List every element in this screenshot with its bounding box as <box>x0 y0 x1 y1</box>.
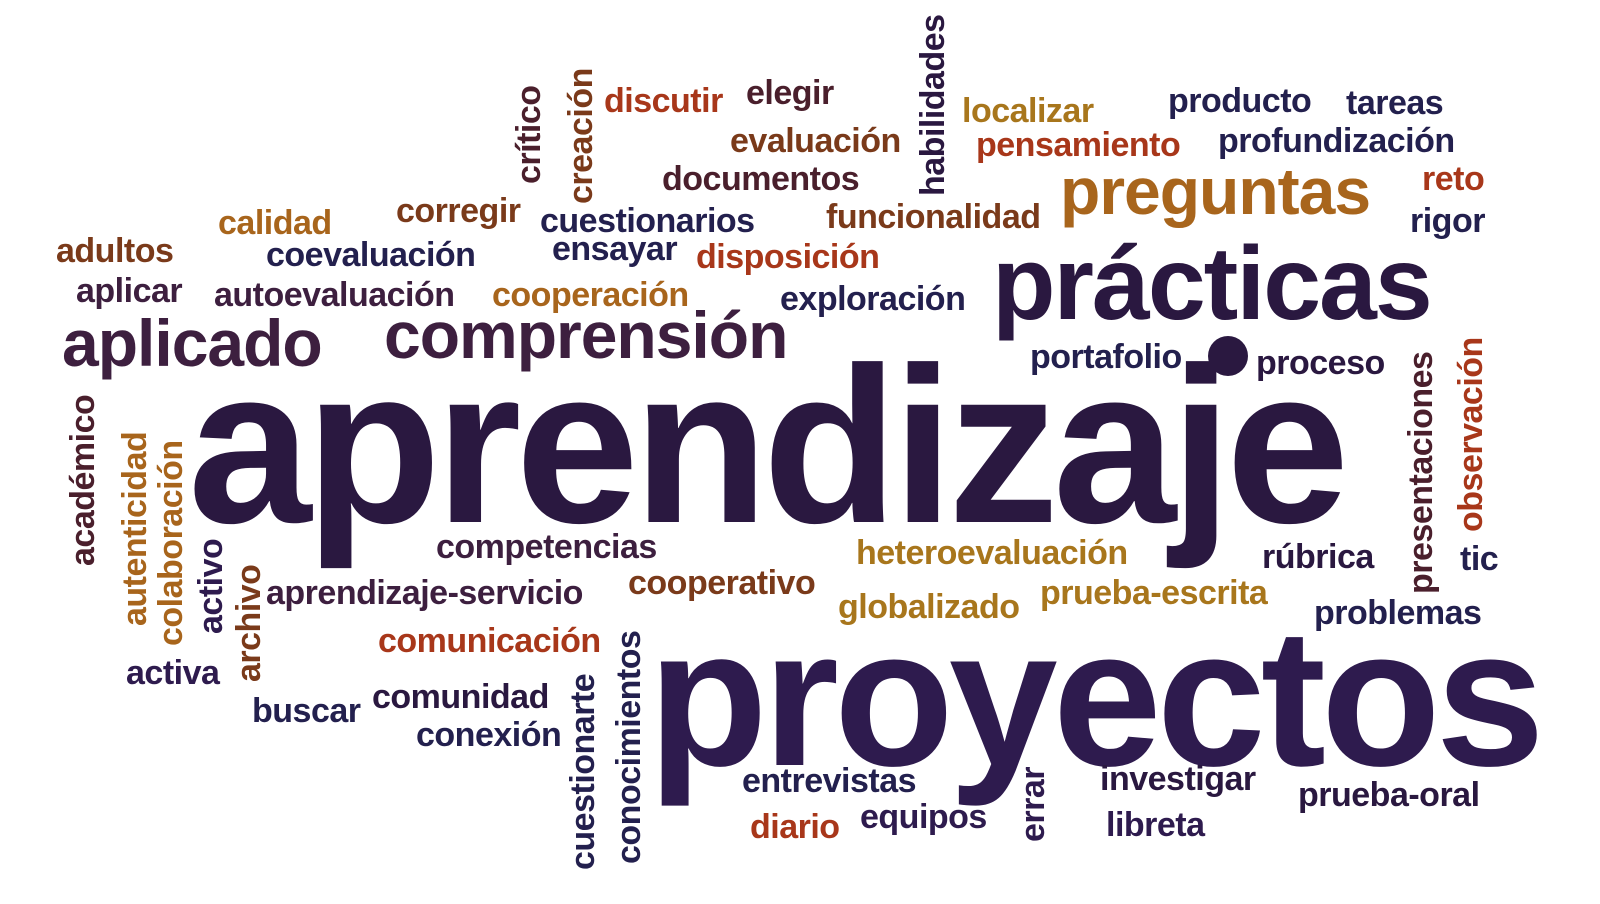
word-preguntas: preguntas <box>1060 154 1371 228</box>
word-competencias: competencias <box>436 528 657 566</box>
word-autoevaluacion: autoevaluación <box>214 276 455 314</box>
word-conexion: conexión <box>416 716 562 754</box>
word-observacion: observación <box>1452 337 1490 532</box>
word-aprendizaje-servicio: aprendizaje-servicio <box>266 574 583 612</box>
word-exploracion: exploración <box>780 280 966 318</box>
word-profundizacion: profundización <box>1218 122 1455 160</box>
word-entrevistas: entrevistas <box>742 762 917 800</box>
word-colaboracion: colaboración <box>152 440 190 646</box>
word-autenticidad: autenticidad <box>116 431 154 626</box>
word-comunicacion: comunicación <box>378 622 601 660</box>
word-proceso: proceso <box>1256 344 1385 382</box>
word-heteroevaluacion: heteroevaluación <box>856 534 1128 572</box>
word-aprendizaje: aprendizaje <box>188 322 1349 570</box>
word-elegir: elegir <box>746 74 834 112</box>
word-tic: tic <box>1460 540 1499 578</box>
word-prueba-escrita: prueba-escrita <box>1040 574 1268 612</box>
word-diario: diario <box>750 808 840 846</box>
dot-mark <box>1208 336 1248 376</box>
word-cuestionarte: cuestionarte <box>564 673 602 870</box>
word-errar: errar <box>1014 766 1052 842</box>
word-problemas: problemas <box>1314 594 1482 632</box>
word-creacion: creación <box>562 68 600 204</box>
word-archivo: archivo <box>230 564 268 682</box>
word-presentaciones: presentaciones <box>1402 351 1440 594</box>
word-conocimientos: conocimientos <box>610 630 648 864</box>
word-reto: reto <box>1422 160 1485 198</box>
word-proyectos: proyectos <box>648 588 1545 807</box>
word-activa: activa <box>126 654 220 692</box>
word-cooperativo: cooperativo <box>628 564 816 602</box>
word-critico: crítico <box>510 85 548 184</box>
word-funcionalidad: funcionalidad <box>826 198 1041 236</box>
word-pensamiento: pensamiento <box>976 126 1181 164</box>
word-discutir: discutir <box>604 82 723 120</box>
word-comunidad: comunidad <box>372 678 549 716</box>
word-corregir: corregir <box>396 192 521 230</box>
word-calidad: calidad <box>218 204 332 242</box>
word-coevaluacion: coevaluación <box>266 236 476 274</box>
word-rubrica: rúbrica <box>1262 538 1374 576</box>
word-portafolio: portafolio <box>1030 338 1182 376</box>
word-ensayar: ensayar <box>552 230 678 268</box>
word-localizar: localizar <box>962 92 1094 130</box>
word-equipos: equipos <box>860 798 987 836</box>
word-buscar: buscar <box>252 692 361 730</box>
word-disposicion: disposición <box>696 238 880 276</box>
word-aplicado: aplicado <box>62 306 323 380</box>
word-cuestionarios: cuestionarios <box>540 202 755 240</box>
word-libreta: libreta <box>1106 806 1205 844</box>
word-practicas: prácticas <box>992 226 1433 342</box>
word-academico: académico <box>64 394 102 566</box>
word-habilidades: habilidades <box>914 14 952 196</box>
word-tareas: tareas <box>1346 84 1444 122</box>
word-producto: producto <box>1168 82 1312 120</box>
word-comprension: comprensión <box>384 298 788 372</box>
word-adultos: adultos <box>56 232 174 270</box>
word-prueba-oral: prueba-oral <box>1298 776 1480 814</box>
word-aplicar: aplicar <box>76 272 183 310</box>
word-evaluacion: evaluación <box>730 122 901 160</box>
word-documentos: documentos <box>662 160 860 198</box>
word-investigar: investigar <box>1100 760 1256 798</box>
word-globalizado: globalizado <box>838 588 1020 626</box>
word-activo: activo <box>192 538 230 634</box>
word-rigor: rigor <box>1410 202 1485 240</box>
word-cooperacion: cooperación <box>492 276 689 314</box>
